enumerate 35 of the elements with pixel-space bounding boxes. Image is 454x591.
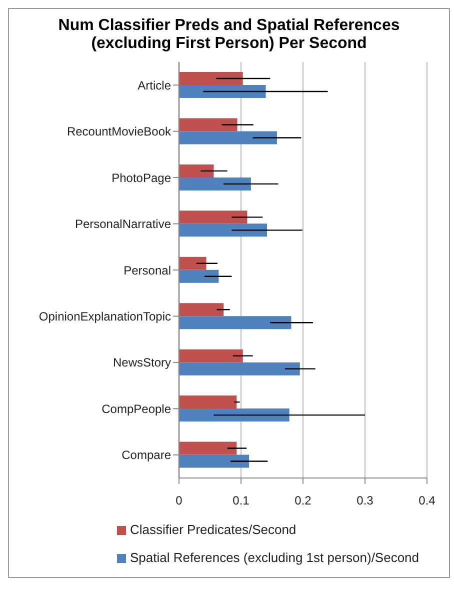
legend-label: Spatial References (excluding 1st person)/Second bbox=[130, 550, 420, 565]
bar bbox=[179, 316, 292, 330]
x-tick-label: 0 bbox=[176, 494, 183, 508]
bar bbox=[179, 224, 268, 237]
y-tick-label: RecountMovieBook bbox=[66, 124, 172, 139]
y-tick-label: NewsStory bbox=[112, 356, 171, 370]
bar bbox=[179, 454, 250, 468]
y-tick-label: CompPeople bbox=[102, 402, 172, 416]
y-tick-label: Article bbox=[138, 78, 172, 92]
y-tick-label: OpinionExplanationTopic bbox=[38, 309, 171, 324]
x-tick-label: 0.1 bbox=[232, 494, 250, 508]
y-tick-label: PersonalNarrative bbox=[74, 217, 172, 232]
bar bbox=[179, 256, 206, 270]
bar bbox=[179, 396, 237, 409]
legend-label: Classifier Predicates/Second bbox=[130, 522, 296, 537]
bar bbox=[179, 362, 300, 376]
bar bbox=[179, 270, 219, 283]
bar bbox=[179, 118, 238, 132]
y-tick-label: Compare bbox=[122, 448, 172, 462]
bar bbox=[179, 349, 243, 362]
bar bbox=[179, 442, 237, 455]
bar bbox=[179, 303, 224, 316]
bar bbox=[179, 85, 266, 98]
y-tick-label: PhotoPage bbox=[112, 170, 172, 185]
bar bbox=[179, 408, 290, 422]
x-tick-label: 0.4 bbox=[418, 494, 436, 508]
chart-title: Num Classifier Preds and Spatial References (excluding First Person) Per Second bbox=[57, 16, 401, 54]
bar bbox=[179, 164, 214, 178]
bar bbox=[179, 131, 277, 144]
bar bbox=[179, 72, 243, 85]
bar bbox=[179, 210, 248, 224]
y-tick-label: Personal bbox=[124, 263, 171, 278]
x-tick-label: 0.2 bbox=[294, 494, 312, 508]
x-tick-label: 0.3 bbox=[356, 494, 374, 508]
bar bbox=[179, 177, 251, 190]
